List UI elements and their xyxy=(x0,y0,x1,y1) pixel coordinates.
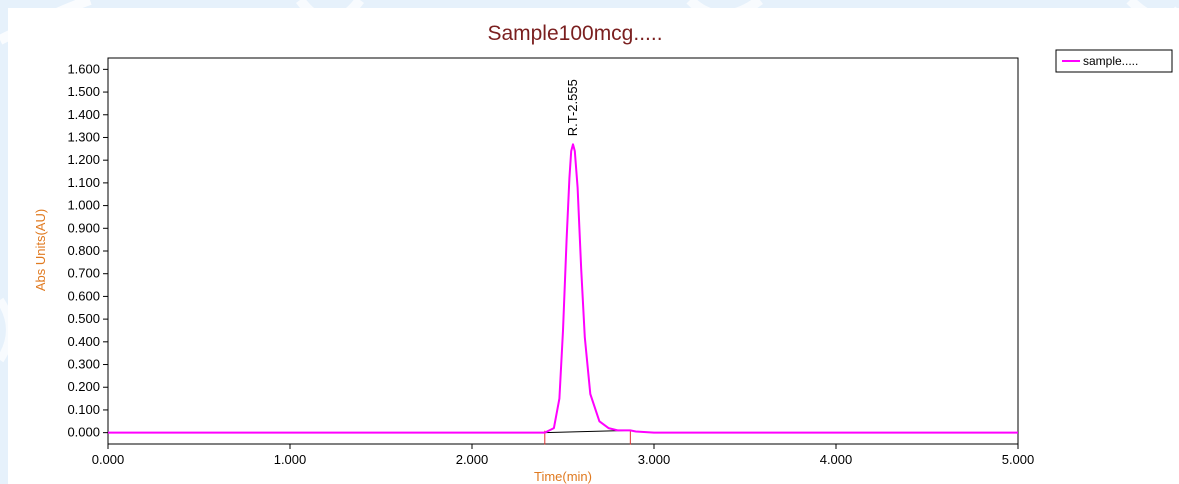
y-tick-label: 1.200 xyxy=(67,152,100,167)
y-tick-label: 0.800 xyxy=(67,243,100,258)
y-tick-label: 0.900 xyxy=(67,220,100,235)
x-tick-label: 2.000 xyxy=(456,452,489,467)
y-tick-label: 0.500 xyxy=(67,311,100,326)
peak-annotation: R.T-2.555 xyxy=(565,79,580,136)
y-tick-label: 1.400 xyxy=(67,107,100,122)
y-tick-label: 0.300 xyxy=(67,357,100,372)
x-tick-label: 4.000 xyxy=(820,452,853,467)
y-axis-title: Abs Units(AU) xyxy=(33,209,48,291)
x-tick-label: 5.000 xyxy=(1002,452,1035,467)
y-tick-label: 0.600 xyxy=(67,288,100,303)
y-tick-label: 0.700 xyxy=(67,266,100,281)
legend-label: sample..... xyxy=(1083,54,1138,68)
chart-title: Sample100mcg..... xyxy=(487,22,662,45)
y-tick-label: 1.300 xyxy=(67,129,100,144)
plot-area xyxy=(107,57,1019,445)
y-tick-label: 0.100 xyxy=(67,402,100,417)
y-tick-label: 0.400 xyxy=(67,334,100,349)
x-tick-label: 0.000 xyxy=(92,452,125,467)
x-axis-title: Time(min) xyxy=(534,469,592,484)
y-tick-label: 0.000 xyxy=(67,425,100,440)
x-tick-label: 1.000 xyxy=(274,452,307,467)
y-tick-label: 1.000 xyxy=(67,198,100,213)
y-tick-label: 0.200 xyxy=(67,379,100,394)
x-axis: 0.000 1.000 2.000 3.000 4.000 5.000 xyxy=(92,444,1035,467)
y-tick-label: 1.500 xyxy=(67,84,100,99)
y-axis: 0.000 0.100 0.200 0.300 0.400 0.500 0.600 0.700… xyxy=(67,61,108,440)
series-layer xyxy=(108,143,1018,445)
legend-box xyxy=(1055,49,1173,73)
series-line xyxy=(108,143,1018,434)
legend: sample..... xyxy=(1055,49,1173,73)
y-tick-label: 1.600 xyxy=(67,61,100,76)
x-tick-label: 3.000 xyxy=(638,452,671,467)
y-tick-label: 1.100 xyxy=(67,175,100,190)
